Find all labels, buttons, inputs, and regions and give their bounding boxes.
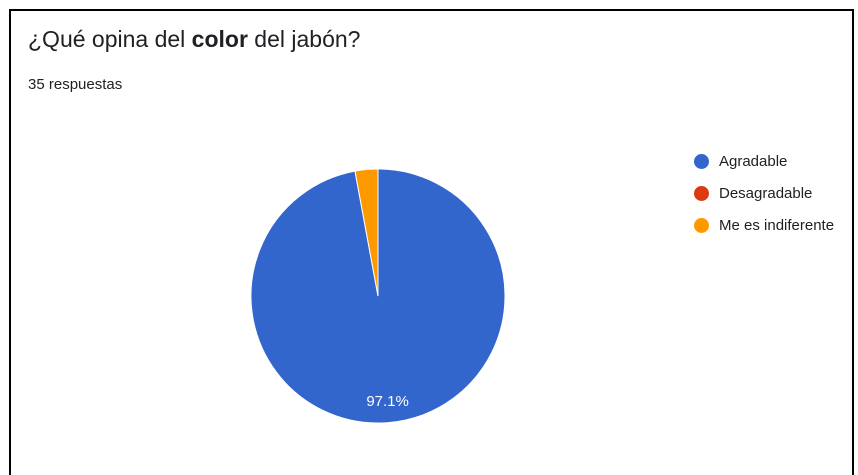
legend-label: Me es indiferente: [719, 216, 835, 234]
title-text-end: del jabón?: [247, 26, 361, 52]
chart-legend: Agradable Desagradable Me es indiferente: [694, 150, 834, 246]
pie-data-label: 97.1%: [366, 393, 409, 410]
chart-title: ¿Qué opina del color del jabón?: [28, 26, 360, 53]
title-text-bold: color: [191, 26, 248, 52]
legend-item-me-es-indiferente[interactable]: Me es indiferente: [694, 214, 834, 236]
legend-label: Agradable: [719, 152, 788, 170]
legend-swatch: [694, 185, 709, 201]
response-count: 35 respuestas: [28, 76, 123, 93]
legend-swatch: [694, 153, 709, 169]
legend-label: Desagradable: [719, 184, 813, 202]
title-text-start: ¿Qué opina del: [28, 26, 192, 52]
legend-item-agradable[interactable]: Agradable: [694, 150, 834, 172]
pie-slice-me-es-indiferente[interactable]: [354, 168, 379, 297]
legend-item-desagradable[interactable]: Desagradable: [694, 182, 834, 204]
legend-swatch: [694, 217, 709, 233]
